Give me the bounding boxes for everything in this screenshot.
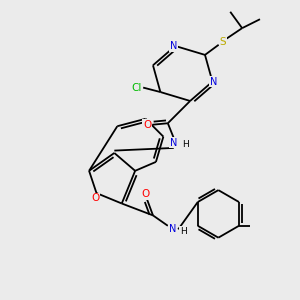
- Text: O: O: [91, 194, 99, 203]
- Text: N: N: [170, 41, 178, 51]
- Text: O: O: [141, 189, 150, 199]
- Text: N: N: [210, 76, 218, 87]
- Text: H: H: [180, 226, 187, 236]
- Text: N: N: [170, 138, 178, 148]
- Text: Cl: Cl: [131, 82, 142, 93]
- Text: H: H: [182, 140, 189, 148]
- Text: S: S: [220, 37, 226, 46]
- Text: O: O: [143, 120, 151, 130]
- Text: N: N: [169, 224, 176, 234]
